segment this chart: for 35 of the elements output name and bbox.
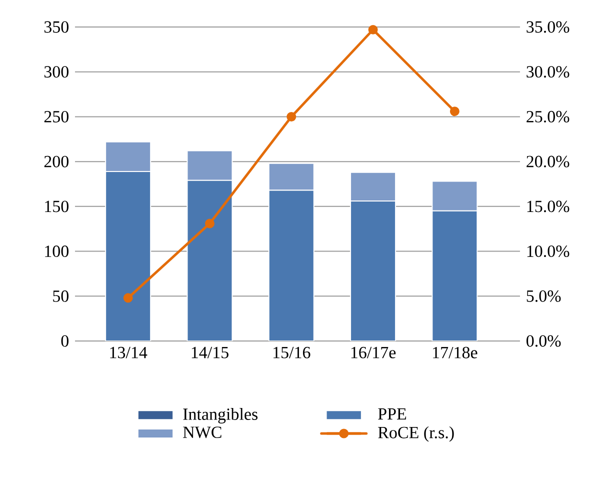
bar [186, 180, 233, 341]
y2-tick-label: 10.0% [527, 246, 570, 258]
legend-label: PPE [378, 408, 406, 420]
point [450, 106, 460, 116]
y2-tick-label: 35.0% [526, 21, 570, 33]
x-tick-label: 14/15 [192, 346, 228, 358]
legend-label: Intangibles [183, 408, 258, 424]
y-tick-label: 250 [44, 110, 68, 122]
y-tick-label: 0 [61, 335, 68, 347]
x-tick-label: 17/18e [433, 346, 478, 358]
point [204, 218, 214, 228]
x-tick-label: 13/14 [110, 346, 148, 358]
point [368, 24, 378, 34]
y2-tick-label: 25.0% [526, 110, 570, 122]
y-tick-label: 100 [45, 246, 68, 258]
bar [432, 210, 478, 341]
point [123, 293, 133, 303]
y2-tick-label: 30.0% [526, 66, 570, 78]
y-tick-label: 200 [44, 156, 68, 168]
y-tick-label: 350 [44, 21, 68, 33]
legend-label: RoCE (r.s.) [378, 426, 454, 442]
y-tick-label: 50 [53, 290, 68, 302]
x-tick-label: 15/16 [274, 346, 310, 358]
y2-tick-label: 20.0% [526, 156, 570, 168]
y2-tick-label: 0.0% [526, 335, 561, 347]
y2-tick-label: 5.0% [526, 290, 561, 302]
bar [350, 200, 396, 341]
bar [268, 190, 314, 341]
y-tick-label: 300 [44, 66, 68, 78]
bar [105, 170, 152, 341]
x-tick-label: 16/17e [351, 346, 396, 358]
legend-label: NWC [183, 426, 222, 438]
y-tick-label: 150 [45, 200, 68, 212]
point [286, 112, 296, 122]
y2-tick-label: 15.0% [527, 200, 570, 212]
